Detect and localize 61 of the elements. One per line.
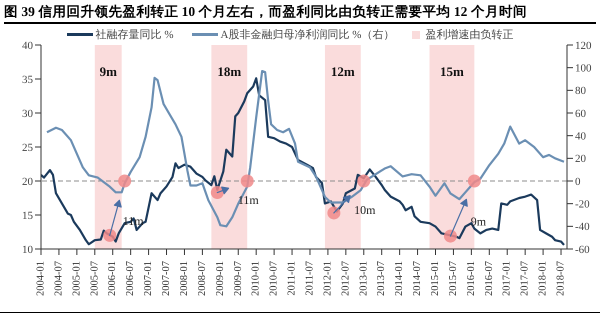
x-tick-label: 2011-01 [286, 261, 298, 296]
band-label: 12m [330, 64, 355, 80]
y2-tick-label: 120 [575, 40, 592, 52]
y2-tick-label: -20 [575, 198, 590, 211]
chart-title: 图 39 信用回升领先盈利转正 10 个月左右，而盈利同比由负转正需要平均 12 个月时间 [4, 2, 596, 24]
x-tick-label: 2017-01 [502, 261, 513, 296]
x-tick-label: 2004-01 [36, 261, 46, 296]
y2-tick-label: 100 [575, 62, 592, 75]
band-label: 18m [217, 64, 242, 80]
x-tick-label: 2014-01 [394, 261, 406, 296]
x-tick-label: 2016-07 [484, 261, 495, 296]
point [444, 230, 457, 243]
y-tick-label: 20 [22, 176, 34, 188]
y2-tick-label: 60 [575, 108, 586, 120]
x-tick-label: 2007-01 [143, 261, 154, 296]
x-tick-label: 2016-01 [466, 261, 477, 296]
x-tick-label: 2013-07 [376, 261, 388, 296]
x-tick-label: 2018-01 [538, 261, 549, 296]
y-tick-label: 25 [22, 142, 34, 154]
x-tick-label: 2008-07 [196, 261, 208, 296]
point [103, 228, 116, 242]
text: 盈利增速由负转正 [425, 28, 514, 42]
line-series [41, 77, 566, 246]
x-tick-label: 2017-07 [520, 261, 531, 296]
legend-label: A股非金融归母净利润同比 %（右） [220, 28, 394, 42]
x-tick-label: 2007-07 [161, 261, 172, 296]
x-tick-label: 2013-01 [358, 261, 370, 296]
y-tick-label: 30 [22, 108, 34, 120]
x-tick-label: 2004-07 [53, 261, 64, 296]
x-tick-label: 2008-01 [178, 261, 190, 296]
x-tick-label: 2011-07 [304, 261, 316, 296]
y-tick-label: 40 [22, 40, 34, 52]
x-tick-label: 2015-07 [448, 261, 459, 296]
x-tick-label: 2006-01 [107, 261, 118, 296]
x-tick-label: 2005-07 [89, 261, 100, 296]
band-label: 15m [440, 64, 464, 80]
x-tick-label: 2009-07 [232, 261, 244, 296]
annotation: 10m [354, 202, 376, 217]
x-tick-label: 2009-01 [214, 261, 226, 296]
y-tick-label: 15 [22, 210, 34, 222]
y2-tick-label: 0 [575, 176, 581, 188]
x-tick-label: 2015-01 [430, 261, 441, 296]
x-tick-label: 2010-07 [268, 261, 280, 296]
y2-tick-label: 40 [575, 130, 586, 143]
x-tick-label: 2014-07 [412, 261, 424, 296]
y2-tick-label: 20 [575, 153, 586, 166]
y2-tick-label: -40 [575, 221, 590, 234]
x-tick-label: 2010-01 [250, 261, 262, 296]
x-tick-label: 2006-07 [125, 261, 136, 296]
y-tick-label: 10 [22, 244, 34, 256]
x-tick-label: 2012-01 [322, 261, 334, 296]
x-tick-label: 2018-07 [556, 261, 567, 296]
x-tick-label: 2005-01 [71, 261, 82, 296]
y-tick-label: 35 [22, 74, 34, 86]
band-label: 9m [100, 64, 118, 80]
y2-tick-label: -60 [575, 244, 590, 256]
y2-tick-label: 80 [575, 85, 586, 98]
annotation: 9m [470, 214, 487, 229]
point [327, 206, 340, 220]
x-tick-label: 2012-07 [340, 261, 352, 296]
legend-label: 社融存量同比 % [96, 28, 174, 42]
